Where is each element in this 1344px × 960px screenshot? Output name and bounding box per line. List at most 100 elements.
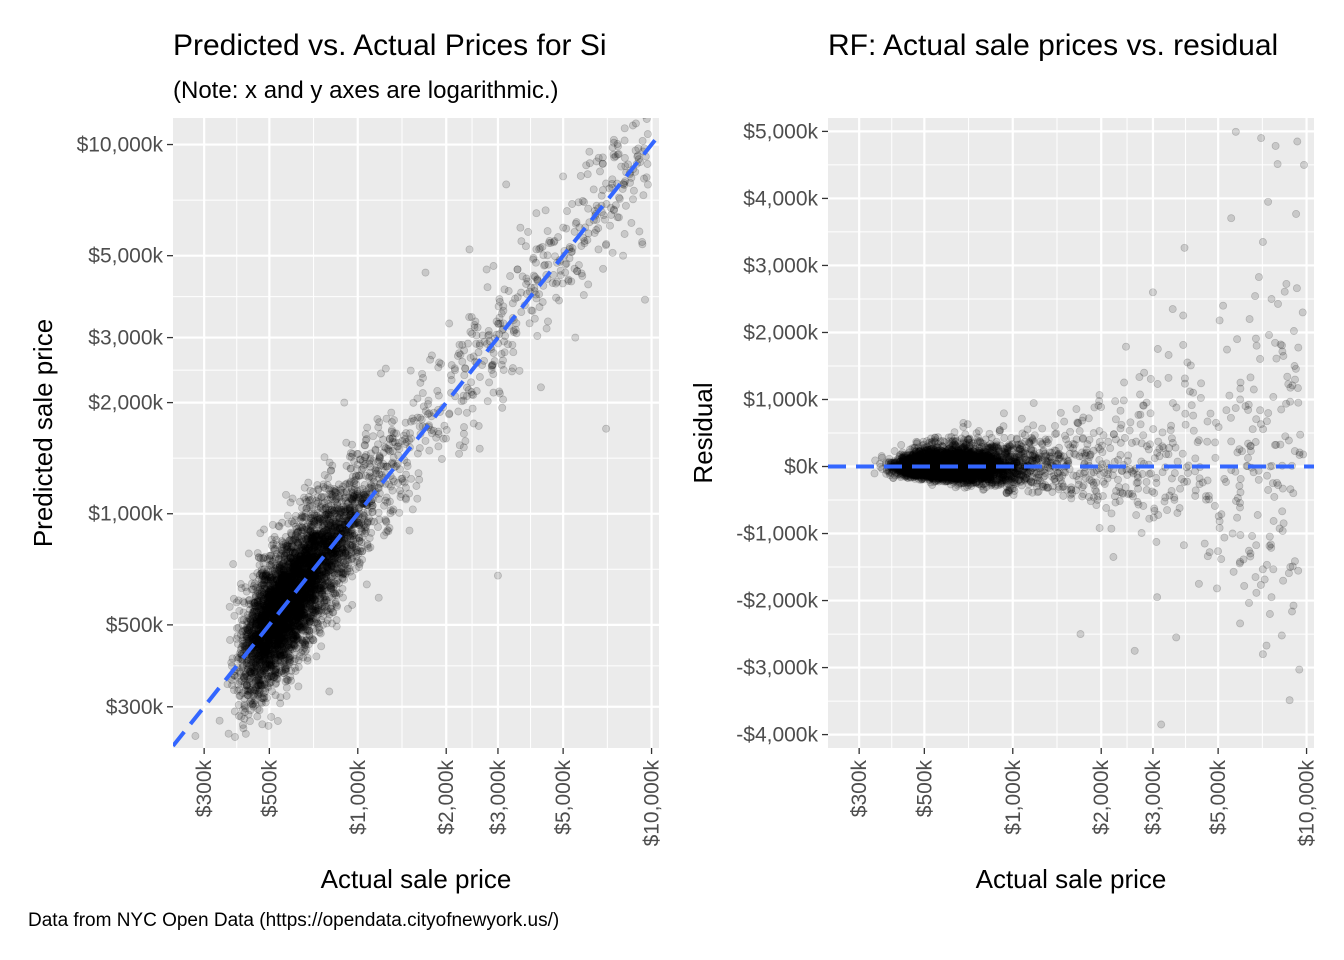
left-data-point bbox=[539, 251, 548, 260]
left-data-point bbox=[529, 253, 538, 262]
left-data-point bbox=[331, 545, 340, 554]
left-data-point bbox=[275, 621, 284, 630]
left-data-point bbox=[285, 626, 294, 635]
left-data-point bbox=[275, 590, 283, 599]
left-data-point bbox=[629, 186, 638, 195]
left-data-point bbox=[342, 537, 351, 546]
left-data-point bbox=[324, 500, 333, 508]
left-data-point bbox=[353, 460, 362, 469]
left-data-point bbox=[259, 619, 268, 627]
left-data-point bbox=[301, 559, 310, 568]
left-data-point bbox=[224, 729, 233, 738]
left-data-point bbox=[266, 585, 275, 594]
left-data-point bbox=[289, 595, 298, 604]
left-data-point bbox=[260, 644, 269, 653]
left-data-point bbox=[376, 453, 384, 462]
left-data-point bbox=[385, 497, 394, 506]
left-data-point bbox=[265, 655, 274, 664]
left-data-point bbox=[606, 221, 614, 230]
left-data-point bbox=[283, 618, 292, 626]
left-data-point bbox=[521, 242, 530, 251]
left-data-point bbox=[381, 515, 390, 524]
left-data-point bbox=[275, 584, 284, 593]
left-data-point bbox=[316, 599, 325, 608]
left-gridlines bbox=[173, 118, 659, 748]
left-data-point bbox=[248, 608, 257, 617]
left-data-point bbox=[361, 430, 370, 439]
left-data-point bbox=[292, 560, 301, 568]
left-data-point bbox=[518, 272, 527, 281]
left-data-point bbox=[311, 584, 320, 593]
left-data-point bbox=[240, 695, 249, 703]
left-data-point bbox=[288, 593, 296, 602]
left-data-point bbox=[287, 570, 296, 579]
left-data-point bbox=[343, 553, 352, 562]
left-data-point bbox=[614, 149, 623, 158]
left-data-point bbox=[328, 619, 336, 628]
left-data-point bbox=[329, 585, 337, 594]
left-data-point bbox=[270, 532, 279, 541]
left-data-point bbox=[454, 407, 463, 416]
left-data-point bbox=[551, 279, 560, 288]
left-data-point bbox=[273, 599, 281, 608]
left-data-point bbox=[275, 587, 284, 596]
left-data-point bbox=[266, 652, 275, 660]
left-data-point bbox=[308, 584, 317, 593]
left-data-point bbox=[334, 506, 343, 515]
left-data-point bbox=[609, 135, 618, 144]
left-data-point bbox=[271, 567, 279, 575]
left-data-point bbox=[299, 608, 308, 617]
left-data-point bbox=[230, 707, 239, 716]
left-data-point bbox=[621, 162, 630, 171]
left-data-point bbox=[234, 623, 243, 632]
left-data-point bbox=[525, 319, 534, 328]
left-data-point bbox=[301, 591, 310, 599]
left-data-point bbox=[613, 213, 622, 222]
left-data-point bbox=[301, 551, 310, 560]
left-data-point bbox=[257, 568, 266, 577]
left-data-point bbox=[365, 472, 374, 481]
left-data-point bbox=[509, 348, 518, 357]
left-data-point bbox=[447, 371, 455, 380]
left-data-point bbox=[256, 666, 265, 675]
left-data-point bbox=[386, 482, 395, 491]
left-data-point bbox=[259, 571, 268, 580]
left-data-point bbox=[360, 480, 369, 489]
left-data-point bbox=[331, 559, 340, 568]
left-data-point bbox=[241, 704, 250, 713]
left-data-point bbox=[291, 631, 300, 640]
left-data-point bbox=[249, 598, 258, 607]
left-data-point bbox=[573, 267, 582, 276]
left-data-point bbox=[390, 438, 399, 447]
left-data-point bbox=[342, 438, 351, 447]
left-data-point bbox=[278, 626, 287, 634]
left-data-point bbox=[287, 643, 296, 652]
left-data-point bbox=[342, 461, 351, 470]
left-data-point bbox=[273, 642, 282, 651]
left-data-point bbox=[483, 397, 492, 406]
left-data-point bbox=[311, 537, 320, 546]
left-data-point bbox=[401, 435, 410, 444]
left-data-point bbox=[278, 582, 287, 591]
left-data-point bbox=[250, 625, 258, 634]
left-data-point bbox=[267, 712, 276, 721]
left-data-point bbox=[631, 146, 640, 155]
left-data-point bbox=[289, 617, 298, 626]
left-data-point bbox=[285, 590, 294, 599]
left-data-point bbox=[610, 206, 619, 215]
left-data-point bbox=[280, 656, 289, 665]
left-data-point bbox=[309, 573, 318, 582]
left-data-point bbox=[296, 497, 304, 506]
left-data-point bbox=[376, 461, 385, 470]
left-data-point bbox=[316, 629, 325, 638]
left-data-point bbox=[374, 593, 383, 602]
left-data-point bbox=[298, 604, 307, 613]
left-data-point bbox=[305, 518, 314, 527]
left-data-point bbox=[532, 209, 541, 218]
left-data-point bbox=[294, 554, 302, 563]
left-data-point bbox=[489, 388, 498, 397]
left-data-point bbox=[264, 721, 273, 730]
left-data-point bbox=[330, 579, 339, 588]
left-data-point bbox=[416, 378, 425, 387]
